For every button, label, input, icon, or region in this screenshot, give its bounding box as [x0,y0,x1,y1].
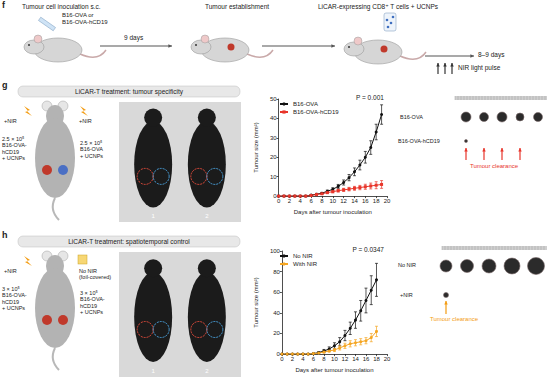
svg-text:30: 30 [270,135,277,141]
html-text:B16-OVA-hCD19: B16-OVA-hCD19 [398,138,440,144]
html-text:2.5 × 10⁵ B16-OVA + UCNPs: 2.5 × 10⁵ B16-OVA + UCNPs [80,140,104,159]
svg-text:10: 10 [331,356,338,362]
svg-text:18: 18 [373,356,380,362]
html-text:Tumour clearance: Tumour clearance [430,316,479,322]
html-text:Tumour cell inoculation s.c.: Tumour cell inoculation s.c. [22,3,101,10]
svg-text:20: 20 [273,330,280,336]
html-text:1: 1 [151,368,155,374]
svg-text:16: 16 [363,356,370,362]
svg-text:No NIR: No NIR [293,253,313,259]
svg-text:14: 14 [351,198,358,204]
svg-text:20: 20 [384,356,391,362]
html-text:Tumour clearance: Tumour clearance [470,163,519,169]
html-text:2: 2 [205,213,209,219]
html-text:2.5 × 10⁵ B16-OVA- hCD19 + UCN: 2.5 × 10⁵ B16-OVA- hCD19 + UCNPs [2,136,27,161]
svg-text:B16-OVA-hCD19: B16-OVA-hCD19 [293,109,339,115]
html-text:f: f [2,0,5,10]
svg-text:40: 40 [273,310,280,316]
html-text:B16-OVA: B16-OVA [400,114,423,120]
html-text:B16-OVA or B16-OVA-hCD19: B16-OVA or B16-OVA-hCD19 [62,12,108,25]
html-text:g: g [2,80,8,90]
svg-text:10: 10 [329,198,336,204]
svg-text:14: 14 [352,356,359,362]
html-text:+NIR: +NIR [400,292,413,298]
svg-text:8: 8 [320,198,324,204]
html-text:LiCAR-T treatment: spatiotempo: LiCAR-T treatment: spatiotemporal contro… [68,238,190,245]
svg-text:20: 20 [384,198,391,204]
svg-text:P = 0.0347: P = 0.0347 [352,246,384,253]
html-text:3 × 10⁵ B16-OVA- hCD19 + UCNPs: 3 × 10⁵ B16-OVA- hCD19 + UCNPs [80,290,105,315]
svg-text:Days after tumour inoculation: Days after tumour inoculation [294,209,372,215]
html-text:LiCAR-T treatment: tumour spec: LiCAR-T treatment: tumour specificity [75,88,183,95]
svg-text:4: 4 [299,198,303,204]
svg-text:60: 60 [273,289,280,295]
html-text:8–9 days: 8–9 days [478,51,505,58]
svg-text:Tumour size (mm²): Tumour size (mm²) [253,277,259,327]
html-text:No NIR: No NIR [398,262,416,268]
svg-text:18: 18 [373,198,380,204]
svg-text:0: 0 [277,198,281,204]
svg-text:2: 2 [288,198,292,204]
svg-text:0: 0 [276,351,280,358]
html-text:LiCAR-expressing CD8⁺ T cells: LiCAR-expressing CD8⁺ T cells + UCNPs [318,3,438,10]
svg-text:Tumour size (mm²): Tumour size (mm²) [253,122,259,172]
html-text:+NIR: +NIR [4,118,17,124]
svg-text:16: 16 [362,198,369,204]
html-text:9 days: 9 days [124,34,144,41]
html-text:3 × 10⁵ B16-OVA- hCD19 + UCNPs: 3 × 10⁵ B16-OVA- hCD19 + UCNPs [2,286,27,311]
svg-text:50: 50 [270,96,277,102]
html-text:+NIR: +NIR [4,268,17,274]
svg-text:6: 6 [309,198,313,204]
html-text:1: 1 [151,213,155,219]
svg-text:4: 4 [301,356,305,362]
svg-text:12: 12 [340,198,347,204]
svg-text:Days after tumour inoculation: Days after tumour inoculation [295,367,373,373]
html-text:NIR light pulse: NIR light pulse [458,64,501,71]
html-text:2: 2 [205,368,209,374]
html-text:+NIR: +NIR [79,118,92,124]
svg-text:80: 80 [273,269,280,275]
svg-text:0: 0 [280,356,284,362]
svg-text:10: 10 [270,174,277,180]
svg-text:2: 2 [291,356,295,362]
svg-text:With NIR: With NIR [293,261,318,267]
svg-text:8: 8 [322,356,326,362]
svg-text:0: 0 [273,193,277,200]
html-text:No NIR (foil-covered): No NIR (foil-covered) [79,268,112,281]
svg-text:100: 100 [270,248,281,254]
svg-text:20: 20 [270,154,277,160]
html-text:Tumour establishment: Tumour establishment [205,3,270,10]
html-text:h: h [2,230,8,240]
svg-text:6: 6 [312,356,316,362]
svg-text:12: 12 [342,356,349,362]
svg-text:40: 40 [270,115,277,121]
svg-text:P = 0.001: P = 0.001 [356,94,384,101]
svg-text:B16-OVA: B16-OVA [293,101,318,107]
